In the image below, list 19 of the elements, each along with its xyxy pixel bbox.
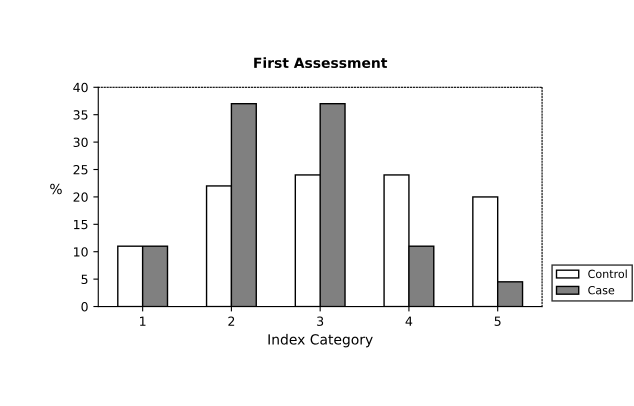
x-axis-title: Index Category (268, 334, 373, 348)
y-tick-label: 35 (74, 110, 88, 120)
y-tick-label: 15 (74, 220, 88, 230)
y-tick-label: 30 (74, 138, 88, 148)
legend-label: Control (588, 269, 627, 278)
legend-label: Case (588, 286, 614, 294)
y-tick-label: 40 (73, 82, 88, 92)
y-tick-label: 10 (74, 247, 88, 257)
y-tick-label: 20 (74, 192, 88, 202)
x-tick-label: 2 (228, 316, 234, 326)
y-tick-label: 25 (74, 164, 88, 174)
x-tick-label: 5 (494, 316, 501, 326)
chart-title: First Assessment (254, 57, 388, 68)
y-tick-label: 0 (81, 302, 88, 312)
y-tick-label: 5 (82, 274, 88, 284)
y-axis-title: % (50, 184, 62, 194)
x-tick-label: 1 (140, 316, 146, 326)
x-tick-label: 4 (406, 316, 412, 326)
x-tick-label: 3 (317, 316, 324, 326)
